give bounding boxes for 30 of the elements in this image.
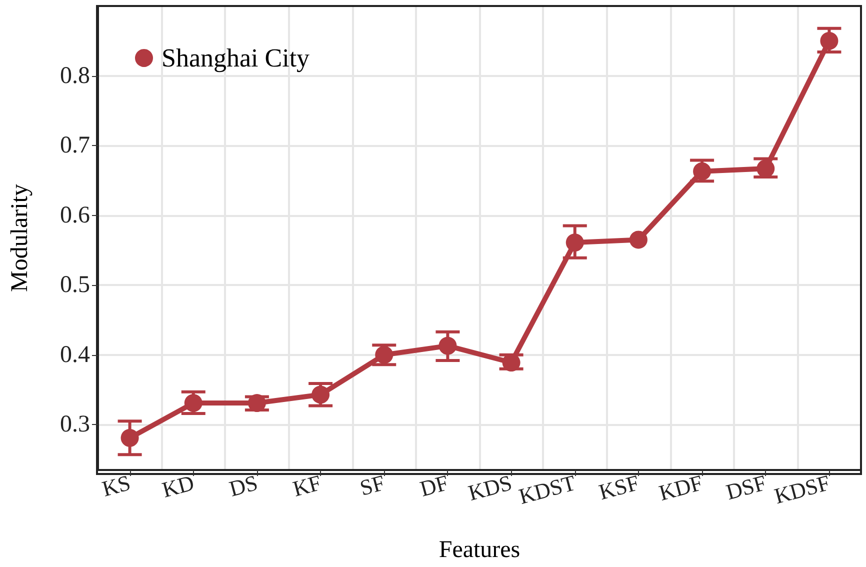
x-tick-label: KSF	[596, 470, 642, 505]
point	[184, 394, 202, 412]
y-tick-label: 0.4	[60, 342, 90, 368]
x-tick-label: KDS	[466, 470, 515, 506]
y-tick-label: 0.6	[60, 202, 90, 228]
point	[629, 230, 648, 249]
x-tick-label: KDST	[516, 470, 579, 509]
x-tick-label: KS	[99, 470, 134, 502]
x-tick-label: SF	[357, 470, 388, 500]
point	[120, 428, 139, 447]
point	[693, 162, 712, 180]
x-tick-label: KD	[159, 470, 197, 502]
point	[312, 386, 330, 404]
y-tick-label: 0.7	[60, 132, 90, 159]
point	[566, 234, 584, 252]
x-axis-title: Features	[438, 537, 520, 563]
point	[248, 394, 266, 412]
x-tick-label: KDSF	[772, 470, 832, 509]
y-tick-label: 0.3	[60, 412, 90, 438]
x-tick-label: KF	[290, 470, 324, 502]
legend-label: Shanghai City	[162, 44, 310, 72]
x-tick-label: DF	[417, 470, 451, 502]
y-axis-title: Modularity	[7, 184, 33, 292]
y-tick-label: 0.5	[60, 272, 90, 298]
y-tick-label: 0.8	[60, 62, 90, 89]
x-tick-label: DSF	[723, 470, 769, 505]
x-tick-label: DS	[226, 470, 260, 502]
x-tick-label: KDF	[656, 470, 706, 506]
point	[438, 336, 457, 355]
point	[820, 32, 838, 50]
